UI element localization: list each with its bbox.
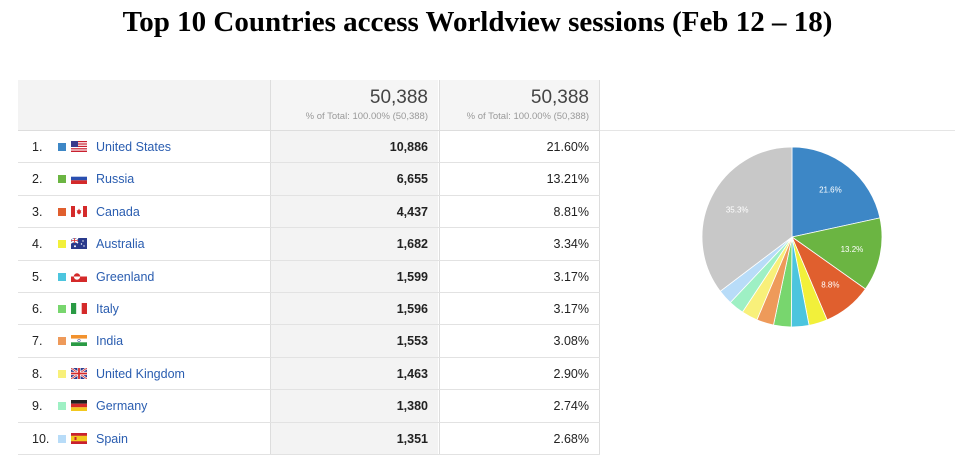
series-swatch[interactable] [58,207,66,216]
flag-us-icon [71,141,87,152]
contribution-total: 50,388 [530,87,589,108]
row-index: 2. [32,172,43,187]
percent-value: 3.17% [439,292,600,325]
series-swatch[interactable] [58,434,66,443]
pie-slice[interactable] [791,146,881,238]
sessions-value: 1,596 [270,292,438,325]
slice-label: 21.6% [819,185,842,194]
country-link[interactable]: United Kingdom [96,366,185,381]
table-row: 7. India 1,553 3.08% [18,325,600,358]
country-link[interactable]: Spain [96,431,128,446]
series-swatch[interactable] [58,337,66,346]
percent-value: 2.68% [439,422,600,454]
flag-gl-icon [71,270,87,282]
sessions-value: 1,553 [270,325,438,357]
flag-in-icon [71,335,87,347]
row-index: 8. [32,366,43,381]
country-link[interactable]: Australia [96,237,145,252]
percent-value: 3.34% [439,228,600,260]
page-title: Top 10 Countries access Worldview sessio… [122,6,833,38]
flag-es-icon [71,432,87,444]
contribution-total-sub: % of Total: 100.00% (50,388) [466,111,589,122]
percent-value: 2.74% [439,390,600,422]
slice-label: 35.3% [726,206,749,215]
contribution-header[interactable]: 50,388 % of Total: 100.00% (50,388) [439,80,600,130]
sessions-value: 1,463 [270,357,438,390]
percent-value: 3.08% [439,325,600,357]
sessions-header[interactable]: 50,388 % of Total: 100.00% (50,388) [270,80,438,130]
sessions-table: 50,388 % of Total: 100.00% (50,388) 50,3… [18,80,600,455]
country-link[interactable]: Germany [96,399,148,414]
sessions-value: 4,437 [270,195,438,228]
table-row: 6. Italy 1,596 3.17% [18,292,600,326]
country-link[interactable]: Italy [96,301,119,316]
table-body: 1. United States 10,886 21.60% 2. Russia 6,655… [18,131,600,455]
header-divider [600,130,955,131]
country-link[interactable]: India [96,334,124,349]
series-swatch[interactable] [58,175,66,184]
slice-label: 8.8% [821,281,839,290]
row-index: 4. [32,237,43,252]
flag-ru-icon [71,173,87,185]
sessions-value: 6,655 [270,163,438,195]
pie-slice[interactable] [791,217,883,290]
row-index: 1. [32,140,43,154]
table-row: 9. Germany 1,380 2.74% [18,390,600,423]
percent-value: 8.81% [439,195,600,228]
table-row: 4. Australia 1,682 3.34% [18,228,600,261]
country-link[interactable]: Canada [96,204,140,219]
flag-gb-icon [70,366,88,380]
row-index: 7. [32,334,43,349]
series-swatch[interactable] [58,272,66,281]
sessions-total: 50,388 [369,87,428,108]
country-link[interactable]: Greenland [96,269,155,284]
table-row: 2. Russia 6,655 13.21% [18,163,600,196]
percent-value: 2.90% [439,357,600,390]
table-row: 1. United States 10,886 21.60% [18,131,600,164]
sessions-value: 1,682 [270,228,438,260]
slice-label: 13.2% [841,245,864,254]
series-swatch[interactable] [58,240,66,249]
series-swatch[interactable] [58,369,66,378]
percent-value: 3.17% [439,260,600,292]
row-index: 5. [32,269,43,284]
table-row: 5. Greenland 1,599 3.17% [18,260,600,293]
sessions-value: 10,886 [270,131,438,163]
country-link[interactable]: United States [96,140,172,154]
table-row: 10. Spain 1,351 2.68% [18,422,600,455]
row-index: 3. [32,204,43,219]
table-row: 8. United Kingdom 1,463 2.90% [18,357,600,391]
flag-de-icon [71,400,87,412]
flag-au-icon [70,237,87,250]
country-link[interactable]: Russia [96,172,135,187]
pie-chart: 21.6% 13.2% 8.8% 35.3% [701,146,883,328]
percent-value: 13.21% [439,163,600,195]
row-index: 6. [32,301,43,316]
row-index: 9. [32,399,43,414]
sessions-value: 1,599 [270,260,438,292]
table-row: 3. Canada 4,437 8.81% [18,195,600,229]
pie-slice[interactable] [701,146,793,292]
table-header: 50,388 % of Total: 100.00% (50,388) 50,3… [18,80,600,131]
row-index: 10. [32,431,50,446]
header-blank [18,80,270,130]
series-swatch[interactable] [58,304,66,313]
series-swatch[interactable] [58,143,66,151]
sessions-value: 1,380 [270,390,438,422]
sessions-value: 1,351 [270,422,438,454]
flag-it-icon [71,302,87,314]
series-swatch[interactable] [58,402,66,411]
sessions-total-sub: % of Total: 100.00% (50,388) [305,111,428,122]
percent-value: 21.60% [439,131,600,163]
flag-ca-icon [71,205,87,217]
